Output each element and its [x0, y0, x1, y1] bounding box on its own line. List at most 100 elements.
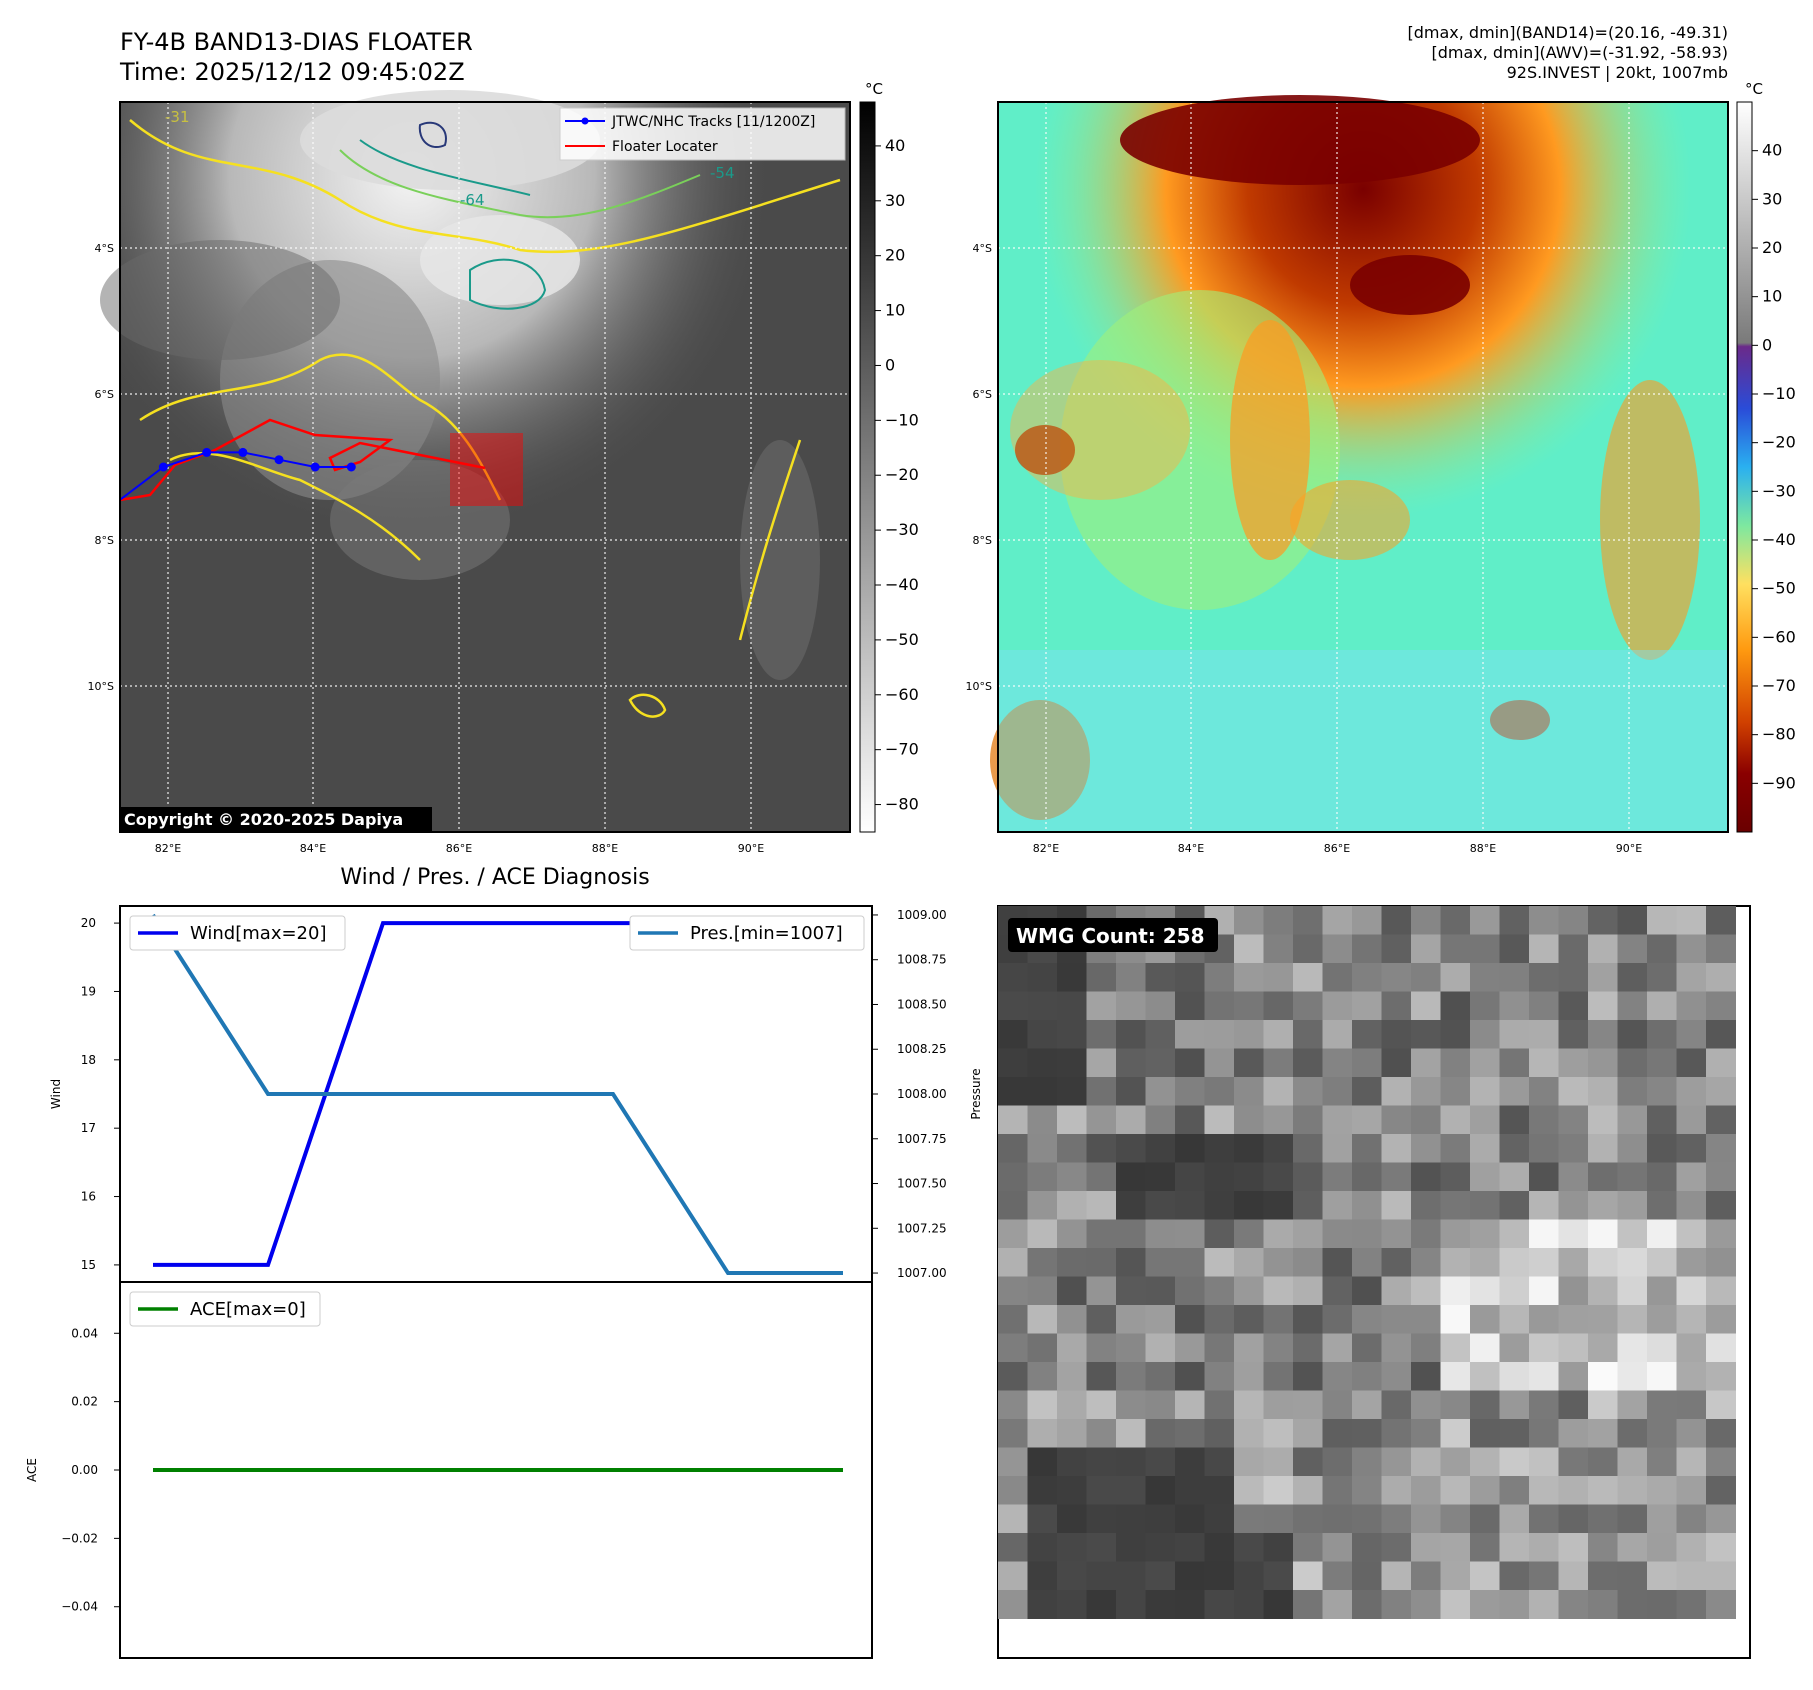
wmg-cell: [1204, 1020, 1235, 1049]
wmg-cell: [998, 1390, 1028, 1420]
wmg-cell: [1411, 1048, 1441, 1078]
wmg-cell: [1558, 1105, 1589, 1135]
wmg-cell: [1470, 1276, 1500, 1306]
wmg-cell: [1293, 1533, 1323, 1562]
wmg-cell: [1145, 1077, 1176, 1106]
wmg-cell: [1411, 1390, 1441, 1420]
wmg-cell: [1647, 906, 1677, 935]
wmg-cell: [1145, 1305, 1176, 1334]
wmg-cell: [1470, 934, 1500, 964]
wmg-cell: [1529, 1219, 1559, 1249]
wmg-cell: [1057, 1219, 1087, 1249]
wmg-cell: [1440, 1134, 1471, 1163]
wmg-cell: [1647, 1162, 1677, 1192]
wmg-cell: [1145, 1248, 1176, 1277]
wmg-cell: [1676, 1248, 1707, 1277]
wmg-cell: [1470, 1561, 1500, 1591]
wmg-cell: [1706, 1390, 1736, 1420]
wmg-cell: [1057, 1162, 1087, 1192]
wmg-cell: [1440, 1305, 1471, 1334]
wmg-cell: [1057, 1048, 1087, 1078]
colorbar-tick-label: −60: [885, 685, 919, 704]
wmg-cell: [1529, 1590, 1559, 1619]
wmg-cell: [1706, 1333, 1736, 1363]
wmg-cell: [1411, 1134, 1441, 1163]
wmg-cell: [1057, 1077, 1087, 1106]
wmg-cell: [1706, 1048, 1736, 1078]
wmg-cell: [1706, 1362, 1736, 1391]
wmg-cell: [1470, 1105, 1500, 1135]
ace-axis-label: ACE: [25, 1458, 39, 1482]
wmg-cell: [1676, 1077, 1707, 1106]
wmg-cell: [1411, 906, 1441, 935]
wmg-cell: [1145, 1362, 1176, 1391]
wmg-cell: [1263, 1333, 1294, 1363]
wmg-cell: [1175, 1447, 1205, 1477]
wmg-cell: [1322, 1219, 1353, 1249]
wmg-cell: [1263, 1390, 1294, 1420]
pressure-tick-label: 1007.50: [897, 1177, 947, 1191]
wmg-cell: [1440, 1248, 1471, 1277]
wmg-cell: [998, 1048, 1028, 1078]
wmg-cell: [1381, 1504, 1412, 1534]
wmg-cell: [1234, 1191, 1264, 1220]
wmg-cell: [1617, 1305, 1648, 1334]
wmg-cell: [1588, 1077, 1618, 1106]
track-point: [202, 447, 212, 457]
wmg-cell: [1411, 1362, 1441, 1391]
colorbar-tick-label: −20: [1762, 433, 1796, 452]
wmg-cell: [1676, 1590, 1707, 1619]
wmg-cell: [1676, 1020, 1707, 1049]
pressure-tick-label: 1007.75: [897, 1132, 947, 1146]
wmg-cell: [1116, 963, 1146, 992]
diagnosis-title: Wind / Pres. / ACE Diagnosis: [340, 865, 649, 890]
wmg-cell: [1529, 1561, 1559, 1591]
wmg-cell: [1204, 1305, 1235, 1334]
wmg-cell: [1057, 963, 1087, 992]
wmg-cell: [1086, 1134, 1117, 1163]
wmg-cell: [1647, 1447, 1677, 1477]
wmg-cell: [1027, 1561, 1058, 1591]
wmg-cell: [1647, 1305, 1677, 1334]
wmg-cell: [1027, 1134, 1058, 1163]
wmg-cell: [1617, 1390, 1648, 1420]
wmg-cell: [1322, 1590, 1353, 1619]
wmg-cell: [1706, 963, 1736, 992]
wmg-cell: [1204, 1134, 1235, 1163]
enh-colorbar-unit: °C: [1745, 80, 1763, 98]
wmg-cell: [1499, 1162, 1530, 1192]
wmg-cell: [1145, 1276, 1176, 1306]
wmg-cell: [1175, 1162, 1205, 1192]
legend-jtwc-tracks: JTWC/NHC Tracks [11/1200Z]: [611, 114, 815, 130]
wmg-cell: [1706, 1561, 1736, 1591]
wmg-cell: [1647, 1533, 1677, 1562]
wmg-cell: [1499, 906, 1530, 935]
wmg-cell: [1116, 1333, 1146, 1363]
wmg-cell: [1175, 1390, 1205, 1420]
wmg-cell: [1381, 1305, 1412, 1334]
wmg-cell: [1116, 1134, 1146, 1163]
wmg-cell: [1411, 1476, 1441, 1505]
wmg-cell: [1617, 1362, 1648, 1391]
wmg-cell: [1322, 1305, 1353, 1334]
wmg-cell: [1529, 1134, 1559, 1163]
wmg-cell: [1588, 1362, 1618, 1391]
track-point: [310, 462, 320, 472]
wmg-cell: [1706, 991, 1736, 1021]
wmg-cell: [1263, 934, 1294, 964]
wmg-cell: [1204, 1504, 1235, 1534]
wmg-cell: [1676, 1333, 1707, 1363]
wmg-cell: [1263, 1020, 1294, 1049]
wmg-cell: [1057, 1020, 1087, 1049]
wmg-cell: [1293, 906, 1323, 935]
wmg-cell: [1617, 1020, 1648, 1049]
wmg-cell: [998, 1077, 1028, 1106]
wmg-cell: [1175, 1105, 1205, 1135]
colorbar-tick-label: 0: [885, 355, 895, 374]
wmg-cell: [1027, 1105, 1058, 1135]
wmg-cell: [1529, 1333, 1559, 1363]
ir-x-tick: 82°E: [155, 842, 181, 855]
wmg-cell: [1706, 906, 1736, 935]
wmg-cell: [1027, 1419, 1058, 1448]
wmg-cell: [1263, 1476, 1294, 1505]
